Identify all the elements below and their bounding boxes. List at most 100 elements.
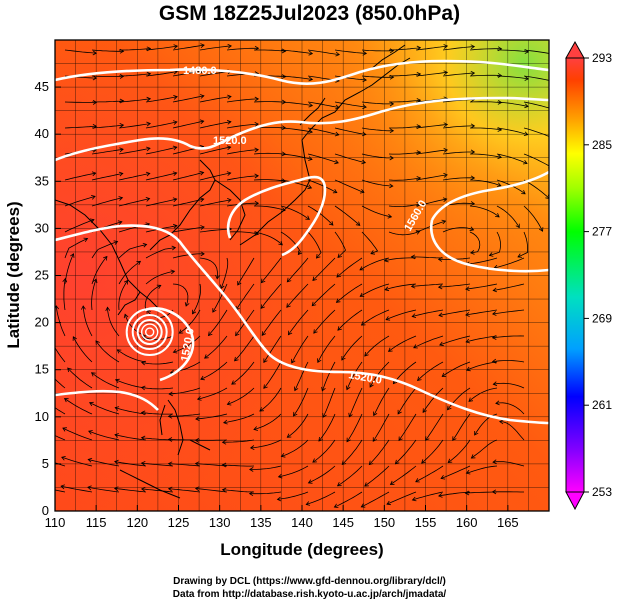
streamline-arrow xyxy=(281,74,287,79)
streamline xyxy=(359,283,390,297)
streamline-arrow xyxy=(389,128,395,134)
streamline-arrow xyxy=(387,347,393,352)
streamline-arrow xyxy=(317,358,322,363)
streamline xyxy=(91,256,108,285)
streamline xyxy=(293,387,309,417)
streamline xyxy=(223,413,255,424)
streamline xyxy=(496,75,529,80)
colorbar-tick-label: 277 xyxy=(592,225,612,239)
streamline-arrow xyxy=(389,183,394,189)
streamline-arrow xyxy=(550,135,554,139)
streamline xyxy=(346,361,363,390)
streamline xyxy=(361,309,390,326)
streamline-arrow xyxy=(413,344,418,349)
streamline-arrow xyxy=(337,253,342,259)
streamline xyxy=(388,335,417,352)
streamline xyxy=(364,335,390,357)
streamline xyxy=(311,283,336,306)
streamline-arrow xyxy=(87,457,93,463)
streamline xyxy=(386,491,417,505)
streamline-arrow xyxy=(286,433,292,438)
streamline xyxy=(492,461,525,467)
streamline xyxy=(119,48,151,51)
streamline-arrow xyxy=(443,172,448,178)
streamline-arrow xyxy=(521,190,526,195)
streamline xyxy=(422,387,444,413)
streamline xyxy=(395,439,417,465)
streamline xyxy=(118,123,151,129)
streamline-arrow xyxy=(178,329,184,334)
streamline-arrow xyxy=(410,254,416,260)
y-tick-label: 25 xyxy=(35,268,49,283)
streamline-arrow xyxy=(254,121,259,127)
streamline-arrow xyxy=(337,326,342,331)
streamline xyxy=(307,127,339,136)
streamline-arrow xyxy=(37,426,41,430)
colorbar-max-arrow xyxy=(565,40,585,59)
streamline xyxy=(341,335,363,361)
streamline xyxy=(415,465,444,483)
streamline-arrow xyxy=(312,458,317,463)
streamline xyxy=(415,174,448,181)
streamline xyxy=(334,49,367,54)
streamline xyxy=(442,46,475,51)
streamline xyxy=(438,309,471,316)
streamline xyxy=(64,196,96,207)
streamline xyxy=(118,147,151,155)
streamline-arrow xyxy=(92,75,98,81)
streamline xyxy=(465,491,497,494)
streamline xyxy=(442,72,475,77)
streamline-arrow xyxy=(248,491,254,497)
streamline-arrow xyxy=(92,100,98,105)
streamline xyxy=(415,71,448,77)
streamline xyxy=(88,459,120,467)
streamline xyxy=(523,101,549,109)
streamline-arrow xyxy=(495,400,500,406)
streamline xyxy=(114,434,147,441)
streamline xyxy=(212,283,228,313)
streamline-arrow xyxy=(465,469,471,475)
streamline xyxy=(141,361,174,365)
y-tick-label: 40 xyxy=(35,126,49,141)
streamline-arrow xyxy=(524,103,529,109)
streamline xyxy=(204,335,228,359)
streamline-arrow xyxy=(281,48,287,54)
streamline xyxy=(441,361,471,377)
colorbar-tick-label: 269 xyxy=(592,311,612,325)
streamline xyxy=(61,485,93,493)
streamline-arrow xyxy=(141,360,146,366)
streamline xyxy=(291,335,309,364)
streamline-arrow xyxy=(167,437,173,442)
streamline xyxy=(64,238,88,259)
streamline-arrow xyxy=(305,501,311,506)
streamline xyxy=(287,257,309,283)
streamline-arrow xyxy=(470,44,476,50)
streamline-arrow xyxy=(465,312,470,317)
streamline xyxy=(118,244,147,259)
streamline-arrow xyxy=(551,79,555,83)
streamline xyxy=(95,340,120,363)
streamline xyxy=(168,439,200,441)
streamline-arrow xyxy=(249,467,254,472)
lat-lon-grid xyxy=(55,40,549,511)
streamline xyxy=(384,257,417,262)
streamline-arrow xyxy=(226,119,232,125)
streamline xyxy=(55,407,66,415)
streamline-arrow xyxy=(421,459,426,464)
x-axis-label: Longitude (degrees) xyxy=(220,540,383,559)
streamline-arrow xyxy=(199,119,205,125)
streamline xyxy=(82,305,93,337)
streamline-arrow xyxy=(470,149,476,155)
streamline xyxy=(492,335,525,339)
streamline-arrow xyxy=(221,439,227,445)
streamline-arrow xyxy=(308,50,314,56)
streamline-arrow xyxy=(437,257,443,262)
streamline xyxy=(260,283,282,309)
streamline-arrow xyxy=(221,487,227,493)
streamline-arrow xyxy=(91,195,96,200)
streamline xyxy=(361,127,394,132)
streamline xyxy=(492,360,525,363)
streamline-arrow xyxy=(167,413,173,419)
streamline-arrow xyxy=(389,155,394,161)
streamline-arrow xyxy=(364,351,369,357)
